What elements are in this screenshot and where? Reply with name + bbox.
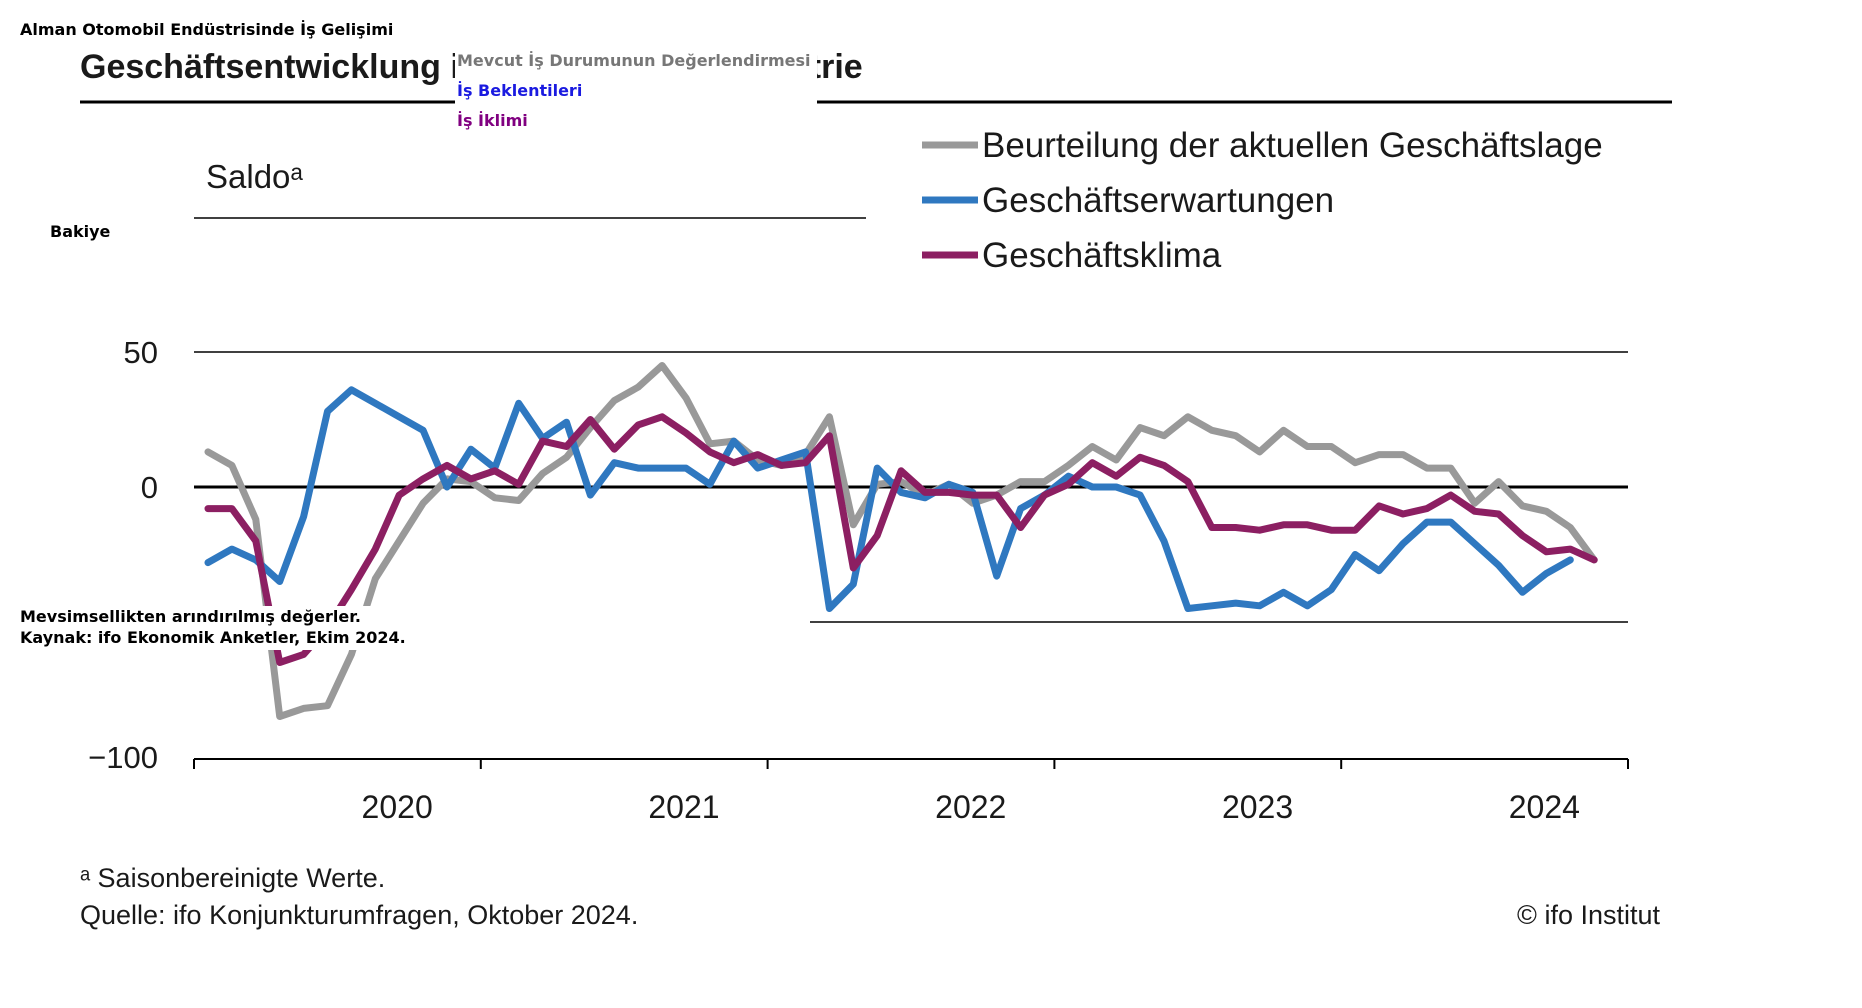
y-tick-label: −100	[88, 740, 158, 775]
y-axis-label: Saldoᵃ	[206, 158, 303, 195]
translated-source: Kaynak: ifo Ekonomik Anketler, Ekim 2024…	[20, 628, 406, 647]
y-tick-labels: −100 0 50	[88, 335, 158, 775]
legend-label: Beurteilung der aktuellen Geschäftslage	[982, 126, 1603, 165]
series-line-2	[204, 386, 1574, 612]
translated-y-label: Bakiye	[50, 222, 111, 241]
series-line-3	[204, 413, 1598, 666]
y-tick-label: 50	[124, 335, 158, 370]
translated-title: Alman Otomobil Endüstrisinde İş Gelişimi	[20, 20, 394, 39]
translated-legend-item-climate: İş İklimi	[457, 111, 528, 130]
x-tick-label: 2024	[1509, 789, 1580, 825]
translated-legend-item-situation: Mevcut İş Durumunun Değerlendirmesi	[457, 51, 811, 70]
x-tick-label: 2022	[935, 789, 1006, 825]
y-tick-label: 0	[141, 470, 158, 505]
x-tick-label: 2021	[648, 789, 719, 825]
footnote: ᵃ Saisonbereinigte Werte.	[80, 863, 385, 893]
legend: Beurteilung der aktuellen Geschäftslage G…	[922, 126, 1603, 275]
legend-label: Geschäftserwartungen	[982, 181, 1334, 220]
translated-note: Mevsimsellikten arındırılmış değerler.	[20, 607, 361, 626]
x-tick-label: 2020	[362, 789, 433, 825]
legend-label: Geschäftsklima	[982, 236, 1222, 275]
x-tick-label: 2023	[1222, 789, 1293, 825]
translated-footer: Mevsimsellikten arındırılmış değerler. K…	[20, 606, 410, 650]
source: Quelle: ifo Konjunkturumfragen, Oktober …	[80, 900, 638, 930]
x-axis: 2020 2021 2022 2023 2024	[193, 758, 1629, 825]
translated-legend-item-expectations: İş Beklentileri	[457, 81, 583, 100]
series-lines	[204, 362, 1598, 720]
series-line-1	[204, 362, 1598, 720]
translated-legend: Mevcut İş Durumunun Değerlendirmesi İş B…	[455, 48, 817, 144]
copyright: © ifo Institut	[1517, 900, 1660, 930]
